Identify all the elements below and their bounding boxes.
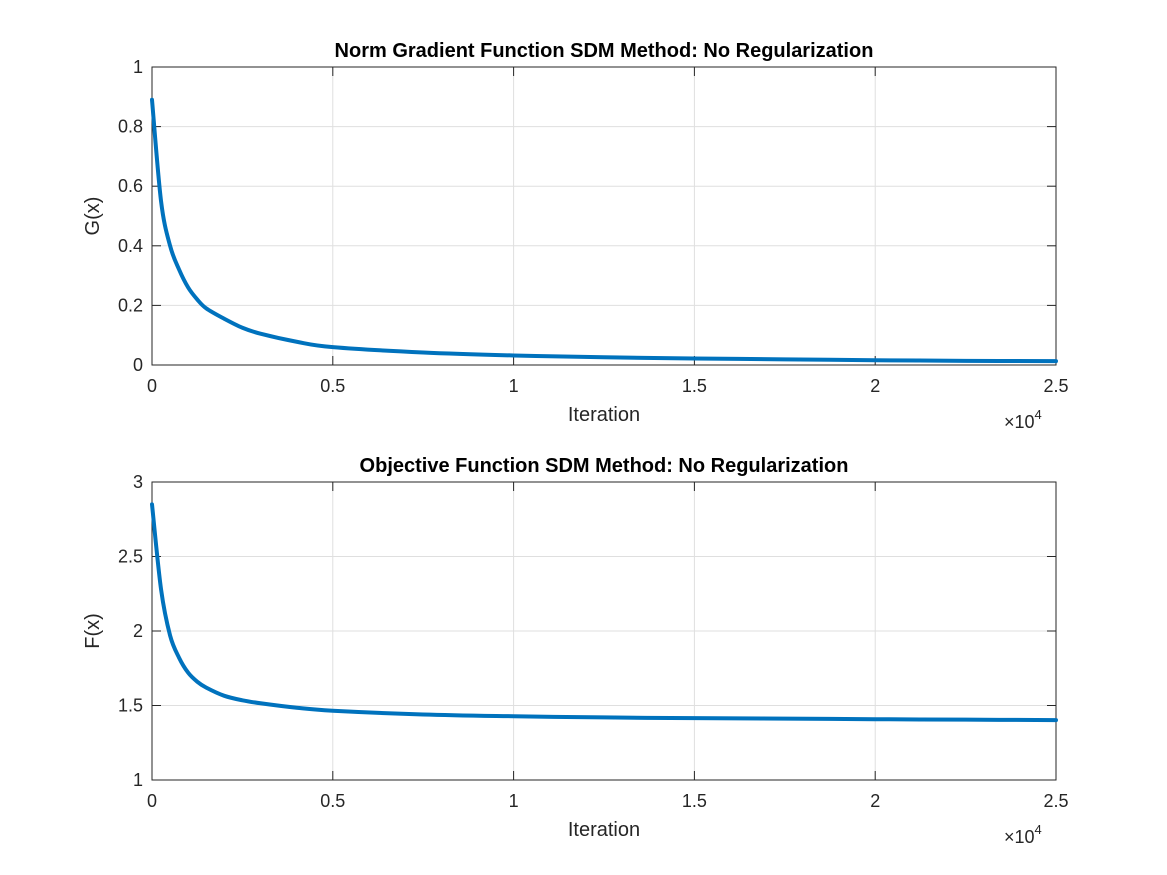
- exponent-base: ×10: [1004, 827, 1035, 847]
- x-axis-label: Iteration: [568, 819, 640, 841]
- y-tick-label: 1: [133, 770, 143, 790]
- y-tick-label: 1: [133, 57, 143, 77]
- x-tick-label: 1: [509, 376, 519, 396]
- objective-function-plot: Objective Function SDM Method: No Regula…: [82, 455, 1069, 847]
- y-axis-label: F(x): [82, 613, 104, 649]
- x-tick-label: 2.5: [1043, 376, 1068, 396]
- tick-labels: 0 0.5 1 1.5 2 2.5 0 0.2 0.4 0.6 0.8 1: [118, 57, 1069, 396]
- tick-marks: [151, 66, 1057, 366]
- series-line-g: [150, 97, 1058, 364]
- plot-title: Objective Function SDM Method: No Regula…: [360, 455, 849, 477]
- y-tick-label: 3: [133, 472, 143, 492]
- y-tick-label: 2.5: [118, 547, 143, 567]
- x-tick-label: 1.5: [682, 791, 707, 811]
- y-tick-label: 0: [133, 355, 143, 375]
- y-tick-label: 0.4: [118, 236, 143, 256]
- x-axis-exponent: ×104: [1004, 822, 1042, 847]
- y-tick-label: 1.5: [118, 696, 143, 716]
- grid-lines: [152, 482, 1056, 780]
- x-tick-label: 0.5: [320, 376, 345, 396]
- x-tick-label: 0: [147, 376, 157, 396]
- y-tick-label: 0.2: [118, 295, 143, 315]
- x-tick-label: 2: [870, 791, 880, 811]
- x-tick-label: 0.5: [320, 791, 345, 811]
- tick-marks: [151, 481, 1057, 781]
- exponent-base: ×10: [1004, 412, 1035, 432]
- exponent-power: 4: [1035, 407, 1042, 422]
- exponent-power: 4: [1035, 822, 1042, 837]
- tick-labels: 0 0.5 1 1.5 2 2.5 1 1.5 2 2.5 3: [118, 472, 1069, 811]
- y-tick-label: 0.8: [118, 117, 143, 137]
- y-axis-label: G(x): [82, 197, 104, 236]
- axes-box: [151, 66, 1057, 366]
- x-tick-label: 0: [147, 791, 157, 811]
- x-axis-label: Iteration: [568, 404, 640, 426]
- plot-title: Norm Gradient Function SDM Method: No Re…: [335, 40, 874, 62]
- x-tick-label: 1.5: [682, 376, 707, 396]
- x-axis-exponent: ×104: [1004, 407, 1042, 432]
- grid-lines: [152, 67, 1056, 365]
- y-tick-label: 2: [133, 621, 143, 641]
- x-tick-label: 1: [509, 791, 519, 811]
- x-tick-label: 2: [870, 376, 880, 396]
- gradient-norm-plot: Norm Gradient Function SDM Method: No Re…: [82, 40, 1069, 432]
- series-line-f: [150, 502, 1058, 723]
- x-tick-label: 2.5: [1043, 791, 1068, 811]
- y-tick-label: 0.6: [118, 176, 143, 196]
